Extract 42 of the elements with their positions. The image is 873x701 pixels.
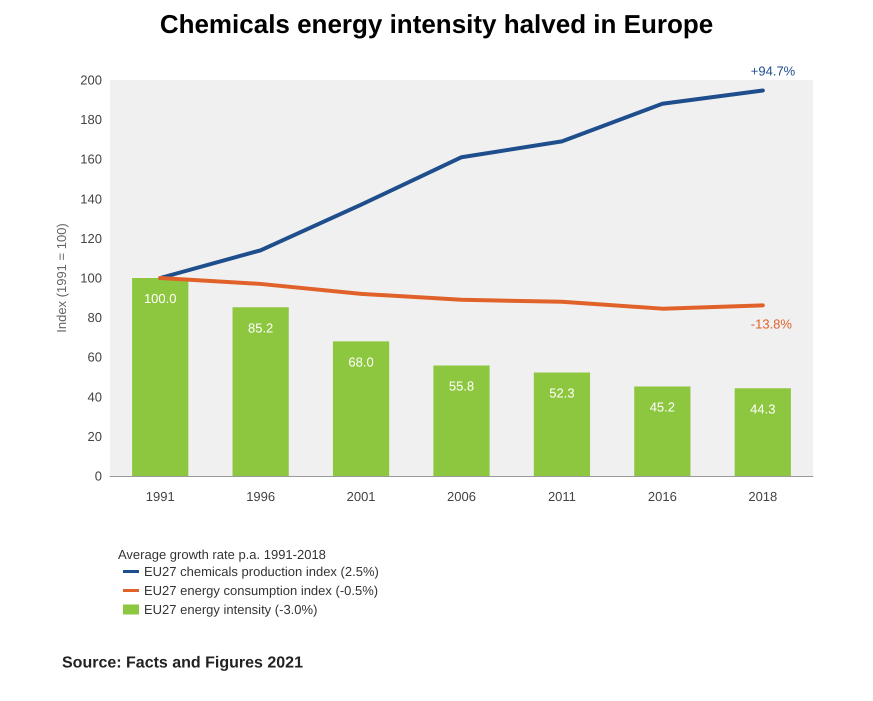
y-axis-title: Index (1991 = 100) (54, 223, 69, 333)
bar (634, 386, 690, 476)
x-tick-label: 1996 (246, 489, 276, 504)
annotation: +94.7% (750, 63, 796, 78)
legend-label: EU27 chemicals production index (2.5%) (144, 564, 379, 579)
y-tick-label: 120 (80, 230, 102, 246)
y-tick-label: 200 (80, 72, 102, 88)
y-tick-label: 160 (80, 152, 102, 167)
x-tick-label: 2011 (548, 489, 576, 504)
x-tick-label: 2016 (648, 489, 677, 504)
bar (232, 307, 289, 476)
legend-label: EU27 energy consumption index (-0.5%) (144, 583, 378, 598)
y-tick-label: 140 (80, 191, 102, 206)
source-note: Source: Facts and Figures 2021 (62, 654, 304, 672)
data-label: 100.0 (144, 291, 176, 306)
y-tick-label: 20 (88, 428, 102, 444)
line-series (158, 88, 765, 280)
bar (734, 388, 791, 476)
y-tick-label: 60 (88, 350, 102, 365)
y-tick-label: 40 (88, 389, 102, 404)
legend-title: Average growth rate p.a. 1991-2018 (118, 547, 326, 562)
y-tick-label: 0 (94, 468, 102, 484)
bar (534, 372, 590, 476)
data-label: 85.2 (248, 320, 274, 336)
bar (332, 341, 390, 476)
x-tick-label: 2018 (748, 489, 778, 504)
annotation: -13.8% (750, 316, 792, 332)
y-tick-label: 100 (80, 270, 102, 286)
legend-label: EU27 energy intensity (-3.0%) (144, 602, 318, 617)
data-label: 68.0 (348, 354, 374, 370)
data-label: 44.3 (750, 401, 776, 416)
x-tick-label: 1991 (146, 489, 175, 504)
data-label: 55.8 (448, 378, 474, 394)
y-tick-label: 180 (80, 112, 102, 128)
y-tick-label: 80 (88, 310, 102, 326)
chart-title: Chemicals energy intensity halved in Europe (160, 9, 714, 39)
bar (433, 366, 490, 476)
x-tick-label: 2006 (447, 489, 476, 504)
x-tick-label: 2001 (346, 489, 376, 504)
data-label: 52.3 (549, 385, 575, 400)
bar (132, 278, 188, 476)
data-label: 45.2 (650, 400, 676, 415)
